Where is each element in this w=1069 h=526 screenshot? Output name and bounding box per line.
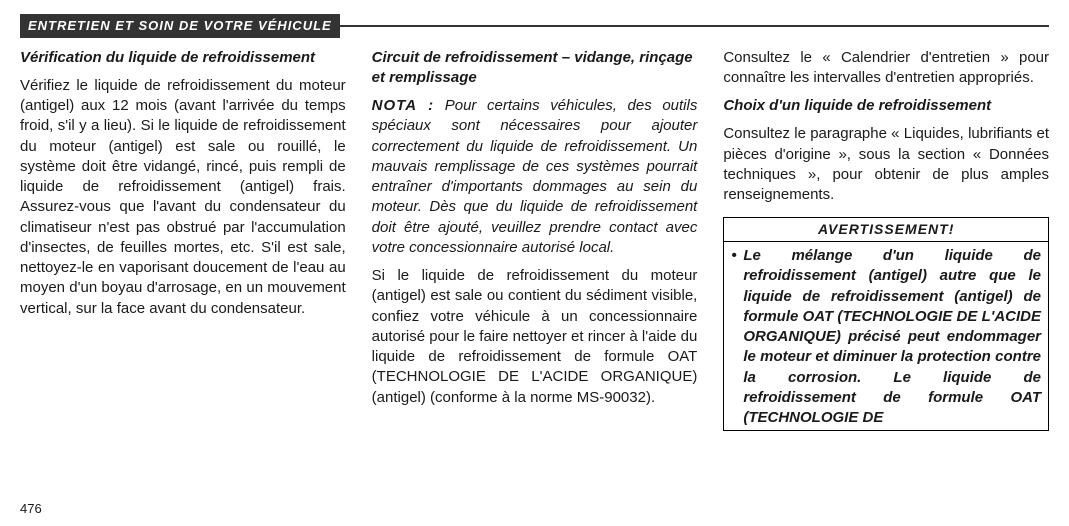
warning-item: • Le mélange d'un liquide de refroidisse… xyxy=(731,246,1041,428)
column-1: Vérification du liquide de refroidisseme… xyxy=(20,48,346,432)
nota-body: Pour certains véhicules, des outils spéc… xyxy=(372,97,698,256)
col1-heading: Vérification du liquide de refroidisseme… xyxy=(20,48,346,68)
warning-bullet: • xyxy=(731,246,743,428)
column-2: Circuit de refroidissement – vidange, ri… xyxy=(372,48,698,432)
section-header-label: ENTRETIEN ET SOIN DE VOTRE VÉHICULE xyxy=(20,14,340,38)
columns-wrapper: Vérification du liquide de refroidisseme… xyxy=(20,48,1049,432)
col3-heading-2: Choix d'un liquide de refroidissement xyxy=(723,96,1049,116)
nota-label: NOTA : xyxy=(372,97,434,114)
col2-paragraph-2: Si le liquide de refroidissement du mote… xyxy=(372,266,698,408)
warning-title: AVERTISSEMENT! xyxy=(724,218,1048,242)
section-header-rule xyxy=(340,25,1049,27)
page-number: 476 xyxy=(20,500,42,518)
col2-nota: NOTA : Pour certains véhicules, des outi… xyxy=(372,96,698,258)
col2-heading: Circuit de refroidissement – vidange, ri… xyxy=(372,48,698,89)
warning-item-text: Le mélange d'un liquide de refroidisseme… xyxy=(743,246,1041,428)
warning-box: AVERTISSEMENT! • Le mélange d'un liquide… xyxy=(723,217,1049,431)
warning-body: • Le mélange d'un liquide de refroidisse… xyxy=(724,242,1048,430)
col3-paragraph-2: Consultez le paragraphe « Liquides, lubr… xyxy=(723,124,1049,205)
col1-paragraph-1: Vérifiez le liquide de refroidissement d… xyxy=(20,76,346,319)
col3-paragraph-1: Consultez le « Calendrier d'entretien » … xyxy=(723,48,1049,89)
section-header-bar: ENTRETIEN ET SOIN DE VOTRE VÉHICULE xyxy=(20,14,1049,38)
column-3: Consultez le « Calendrier d'entretien » … xyxy=(723,48,1049,432)
